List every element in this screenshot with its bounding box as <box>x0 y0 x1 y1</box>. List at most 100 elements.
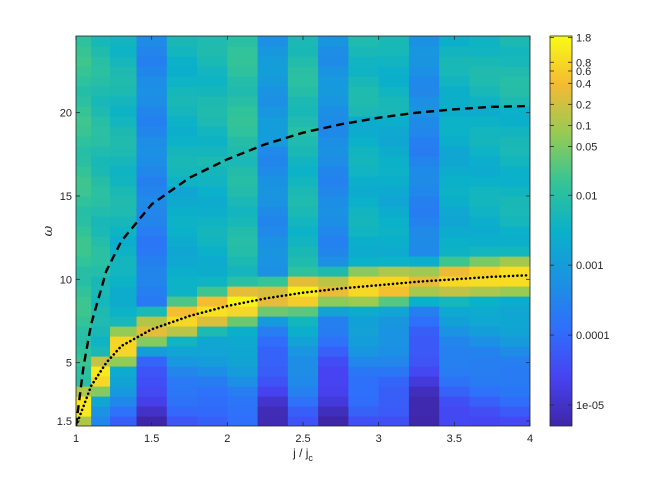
heatmap-cell <box>166 306 198 317</box>
heatmap-cell <box>408 346 440 357</box>
heatmap-cell <box>76 216 92 227</box>
heatmap-cell <box>469 96 501 107</box>
heatmap-cell <box>110 146 138 157</box>
heatmap-cell <box>257 146 289 157</box>
heatmap-cell <box>469 306 501 317</box>
heatmap-cell <box>287 406 319 417</box>
heatmap-cell <box>91 56 111 67</box>
heatmap-cell <box>378 216 410 227</box>
colorbar-tick-label: 1e-05 <box>576 400 604 412</box>
heatmap-cell <box>110 196 138 207</box>
heatmap-cell <box>197 106 228 117</box>
heatmap-cell <box>136 76 168 87</box>
colorbar-tick-label: 0.2 <box>576 99 591 111</box>
heatmap-cell <box>227 376 259 387</box>
heatmap-cell <box>287 276 319 287</box>
heatmap-cell <box>318 176 349 187</box>
heatmap-cell <box>76 346 92 357</box>
heatmap-cell <box>91 156 111 167</box>
heatmap-cell <box>227 196 259 207</box>
colorbar-tick-label: 0.05 <box>576 141 597 153</box>
heatmap-cell <box>378 126 410 137</box>
heatmap-cell <box>110 236 138 247</box>
heatmap-cell <box>318 276 349 287</box>
heatmap-cell <box>348 326 380 337</box>
heatmap-cell <box>76 326 92 337</box>
heatmap-cell <box>76 316 92 327</box>
heatmap-cell <box>499 376 530 387</box>
heatmap-cell <box>469 286 501 297</box>
heatmap-cell <box>76 386 92 397</box>
heatmap-cell <box>287 156 319 167</box>
heatmap-cell <box>136 286 168 297</box>
heatmap-cell <box>197 366 228 377</box>
heatmap-cell <box>197 356 228 367</box>
heatmap-cell <box>348 336 380 347</box>
heatmap-cell <box>499 206 530 217</box>
heatmap-cell <box>227 356 259 367</box>
heatmap-cell <box>76 336 92 347</box>
heatmap-cell <box>318 306 349 317</box>
heatmap-cell <box>499 196 530 207</box>
heatmap-cell <box>469 276 501 287</box>
heatmap-cell <box>408 326 440 337</box>
heatmap-cell <box>287 306 319 317</box>
heatmap-cell <box>408 316 440 327</box>
heatmap-cell <box>378 416 410 426</box>
heatmap-cell <box>166 236 198 247</box>
heatmap-cell <box>227 106 259 117</box>
heatmap-cell <box>378 246 410 257</box>
heatmap-cell <box>136 186 168 197</box>
heatmap-cell <box>91 106 111 117</box>
heatmap-cell <box>197 416 228 426</box>
heatmap-cell <box>197 386 228 397</box>
heatmap-cell <box>257 276 289 287</box>
heatmap-cell <box>76 176 92 187</box>
heatmap-cell <box>110 306 138 317</box>
heatmap-cell <box>257 326 289 337</box>
heatmap-cell <box>499 176 530 187</box>
heatmap-cell <box>499 186 530 197</box>
heatmap-cell <box>287 396 319 407</box>
heatmap-cell <box>197 376 228 387</box>
heatmap-cell <box>110 396 138 407</box>
heatmap-cell <box>378 296 410 307</box>
heatmap-cell <box>469 66 501 77</box>
heatmap-cell <box>348 306 380 317</box>
heatmap-cell <box>91 186 111 197</box>
heatmap-cell <box>408 186 440 197</box>
heatmap-cell <box>348 76 380 87</box>
heatmap-cell <box>408 136 440 147</box>
heatmap-cell <box>499 386 530 397</box>
heatmap-cell <box>378 306 410 317</box>
x-tick-label: 2 <box>224 433 230 445</box>
heatmap-cell <box>227 366 259 377</box>
heatmap-cell <box>287 96 319 107</box>
heatmap-cell <box>197 396 228 407</box>
heatmap-cell <box>257 416 289 426</box>
heatmap-cell <box>318 336 349 347</box>
heatmap-cell <box>136 96 168 107</box>
heatmap-cell <box>227 386 259 397</box>
heatmap-cell <box>408 246 440 257</box>
heatmap-cell <box>257 56 289 67</box>
heatmap-cell <box>257 306 289 317</box>
heatmap-cell <box>439 216 471 227</box>
heatmap-cell <box>348 176 380 187</box>
heatmap-cell <box>227 236 259 247</box>
heatmap-cell <box>378 406 410 417</box>
heatmap-cell <box>499 146 530 157</box>
heatmap-cell <box>91 196 111 207</box>
heatmap-cell <box>136 356 168 367</box>
heatmap-cell <box>499 306 530 317</box>
heatmap-cell <box>439 46 471 57</box>
heatmap-cell <box>318 166 349 177</box>
heatmap-cell <box>166 396 198 407</box>
heatmap-cell <box>439 276 471 287</box>
heatmap-cell <box>227 336 259 347</box>
heatmap-cell <box>197 176 228 187</box>
colorbar-tick-label: 1.8 <box>576 33 591 45</box>
heatmap-cell <box>378 136 410 147</box>
heatmap-cell <box>439 186 471 197</box>
heatmap-cell <box>287 186 319 197</box>
